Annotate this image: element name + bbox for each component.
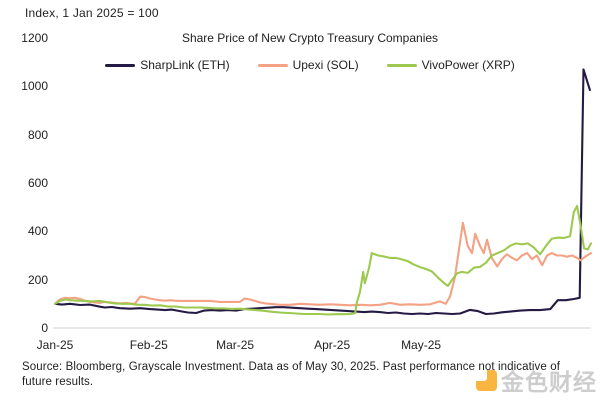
source-note: Source: Bloomberg, Grayscale Investment.… bbox=[22, 360, 560, 389]
legend-line-swatch-vivopower bbox=[386, 63, 417, 67]
legend-label: Upexi (SOL) bbox=[292, 58, 359, 72]
y-axis-unit-note: Index, 1 Jan 2025 = 100 bbox=[25, 6, 159, 20]
chart-legend: SharpLink (ETH) Upexi (SOL) VivoPower (X… bbox=[20, 58, 600, 72]
y-tick-label-800: 800 bbox=[27, 127, 48, 142]
series-line-vivopower-xrp bbox=[53, 204, 593, 316]
x-tick-label-apr-25: Apr-25 bbox=[314, 338, 351, 352]
chart-title: Share Price of New Crypto Treasury Compa… bbox=[181, 31, 439, 45]
series-line-sharplink-eth bbox=[53, 68, 591, 316]
x-tick-label-jan-25: Jan-25 bbox=[36, 338, 74, 352]
source-line-2: future results. bbox=[22, 375, 94, 388]
legend-line-swatch-upexi bbox=[257, 63, 288, 67]
legend-label: SharpLink (ETH) bbox=[140, 58, 230, 72]
y-tick-label-400: 400 bbox=[27, 224, 48, 239]
legend-item-upexi: Upexi (SOL) bbox=[257, 58, 359, 72]
y-tick-label-0: 0 bbox=[41, 321, 48, 335]
y-tick-label-1000: 1000 bbox=[21, 79, 48, 94]
legend-item-sharplink: SharpLink (ETH) bbox=[105, 58, 230, 72]
jinse-logo-icon bbox=[476, 369, 497, 391]
legend-line-swatch-sharplink bbox=[105, 63, 136, 67]
watermark: 金色财经 bbox=[476, 363, 597, 397]
x-tick-label-mar-25: Mar-25 bbox=[216, 338, 255, 352]
x-tick-label-may-25: May-25 bbox=[401, 338, 442, 352]
source-line-1: Source: Bloomberg, Grayscale Investment.… bbox=[22, 361, 560, 373]
y-tick-label-1200: 1200 bbox=[21, 31, 48, 45]
y-tick-label-600: 600 bbox=[27, 176, 48, 190]
watermark-text: 金色财经 bbox=[501, 369, 597, 395]
legend-item-vivopower: VivoPower (XRP) bbox=[386, 58, 515, 72]
x-tick-label-feb-25: Feb-25 bbox=[129, 338, 168, 352]
y-tick-label-200: 200 bbox=[27, 272, 48, 287]
series-line-upexi-sol bbox=[53, 221, 593, 307]
legend-label: VivoPower (XRP) bbox=[421, 58, 515, 72]
